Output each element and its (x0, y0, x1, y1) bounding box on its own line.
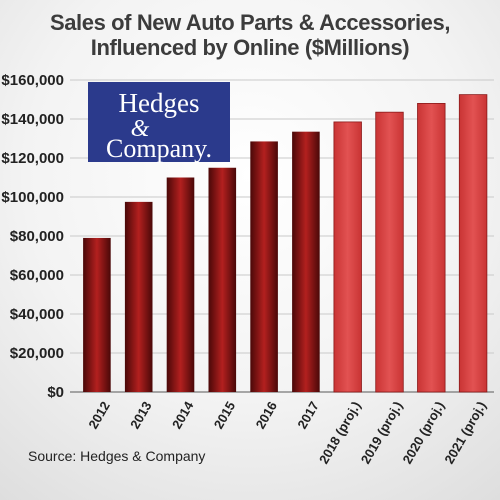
y-axis: $0 $20,000 $40,000 $60,000 $80,000 $100,000 $1… (1, 72, 64, 401)
bar-2018-proj (333, 121, 362, 393)
logo-background (88, 82, 230, 162)
bar-2016 (250, 141, 278, 392)
x-tick-label: 2012 (85, 399, 112, 432)
y-tick-label: $40,000 (10, 306, 64, 323)
bar-2019-proj (375, 111, 404, 393)
x-tick-label: 2015 (211, 399, 238, 432)
logo-line3: Company. (106, 134, 212, 163)
y-tick-label: $20,000 (10, 345, 64, 362)
y-tick-label: $160,000 (1, 72, 64, 89)
bar-2012 (83, 237, 111, 392)
x-tick-label: 2018 (proj.) (316, 399, 364, 467)
y-tick-label: $0 (47, 384, 64, 401)
hedges-company-logo: Hedges & Company. (88, 82, 230, 163)
bar-2015 (208, 167, 237, 392)
bar-2013 (124, 201, 153, 392)
chart-title-line2: Influenced by Online ($Millions) (90, 35, 410, 60)
bar-2017 (292, 131, 320, 393)
x-tick-label: 2019 (proj.) (358, 399, 406, 467)
logo-ampersand: & (131, 116, 150, 142)
source-note: Source: Hedges & Company (28, 448, 206, 464)
bar-2020-proj (417, 103, 446, 393)
y-tick-label: $100,000 (1, 189, 64, 206)
chart-title-line1: Sales of New Auto Parts & Accessories, (49, 10, 451, 35)
x-tick-label: 2021 (proj.) (441, 399, 489, 467)
y-tick-label: $80,000 (10, 228, 64, 245)
x-tick-label: 2014 (169, 398, 197, 431)
x-tick-label: 2020 (proj.) (400, 399, 448, 467)
chart-title: Sales of New Auto Parts & Accessories, I… (0, 10, 500, 60)
x-tick-label: 2016 (253, 399, 280, 432)
bar-2021-proj (458, 94, 488, 393)
y-tick-label: $60,000 (10, 267, 64, 284)
bars (83, 94, 488, 393)
logo-line1: Hedges (119, 88, 200, 118)
bar-2014 (166, 177, 195, 392)
x-tick-label: 2013 (127, 399, 154, 432)
y-tick-label: $140,000 (1, 111, 64, 128)
x-tick-label: 2017 (294, 399, 321, 432)
y-tick-label: $120,000 (1, 150, 64, 167)
